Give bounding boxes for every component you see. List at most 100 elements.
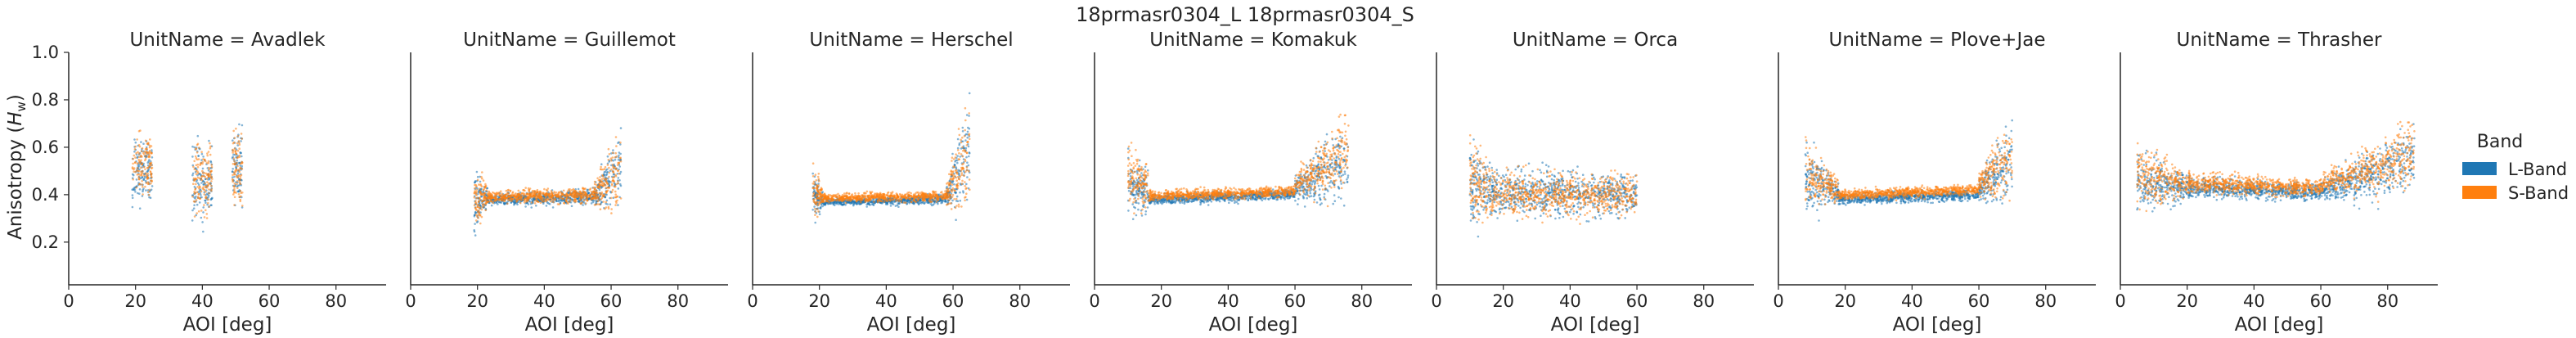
point-s-band bbox=[146, 181, 150, 183]
point-s-band bbox=[209, 153, 212, 156]
point-s-band bbox=[966, 140, 969, 143]
point-s-band bbox=[196, 163, 200, 166]
point-s-band bbox=[204, 182, 206, 185]
point-s-band bbox=[134, 160, 137, 164]
point-s-band bbox=[149, 138, 151, 141]
point-s-band bbox=[824, 195, 827, 198]
point-s-band bbox=[964, 128, 966, 132]
point-s-band bbox=[820, 187, 823, 189]
point-s-band bbox=[137, 155, 141, 159]
point-s-band bbox=[961, 146, 964, 149]
point-l-band bbox=[474, 180, 477, 183]
point-s-band bbox=[236, 134, 240, 137]
point-l-band bbox=[232, 168, 235, 170]
point-s-band bbox=[852, 196, 855, 199]
point-l-band bbox=[149, 196, 152, 200]
point-l-band bbox=[236, 144, 240, 146]
point-s-band bbox=[954, 206, 957, 210]
point-s-band bbox=[611, 151, 614, 154]
point-s-band bbox=[607, 159, 610, 161]
point-s-band bbox=[523, 197, 526, 200]
point-s-band bbox=[146, 147, 148, 151]
point-l-band bbox=[1133, 205, 1135, 209]
point-s-band bbox=[886, 197, 889, 200]
series-s-band-guillemot bbox=[473, 136, 623, 225]
point-s-band bbox=[599, 176, 601, 178]
point-l-band bbox=[141, 176, 144, 179]
point-s-band bbox=[489, 198, 492, 201]
point-s-band bbox=[234, 173, 236, 176]
point-s-band bbox=[193, 168, 196, 170]
point-s-band bbox=[951, 187, 955, 190]
point-s-band bbox=[137, 178, 141, 181]
point-s-band bbox=[132, 157, 134, 160]
point-s-band bbox=[555, 193, 557, 196]
point-s-band bbox=[862, 196, 865, 199]
point-l-band bbox=[968, 152, 971, 155]
point-s-band bbox=[531, 196, 534, 199]
point-l-band bbox=[847, 201, 850, 204]
point-s-band bbox=[196, 191, 199, 193]
point-s-band bbox=[600, 191, 603, 194]
point-s-band bbox=[956, 175, 960, 178]
point-s-band bbox=[582, 187, 584, 190]
point-s-band bbox=[133, 147, 137, 151]
point-s-band bbox=[815, 179, 818, 182]
point-s-band bbox=[143, 153, 146, 155]
point-s-band bbox=[550, 190, 553, 192]
point-s-band bbox=[238, 147, 241, 150]
point-s-band bbox=[616, 164, 619, 166]
point-s-band bbox=[474, 192, 478, 196]
point-l-band bbox=[1144, 210, 1148, 213]
point-s-band bbox=[139, 129, 142, 132]
point-l-band bbox=[617, 204, 619, 206]
point-l-band bbox=[617, 158, 620, 161]
point-s-band bbox=[617, 180, 619, 183]
point-s-band bbox=[883, 196, 886, 199]
point-s-band bbox=[589, 196, 591, 198]
point-l-band bbox=[197, 155, 200, 157]
point-l-band bbox=[956, 146, 960, 150]
point-s-band bbox=[954, 156, 957, 159]
point-s-band bbox=[209, 142, 211, 145]
point-s-band bbox=[241, 137, 244, 140]
point-s-band bbox=[956, 149, 960, 151]
point-s-band bbox=[823, 192, 826, 195]
point-s-band bbox=[618, 161, 620, 164]
point-s-band bbox=[136, 138, 138, 141]
point-s-band bbox=[236, 164, 239, 168]
point-s-band bbox=[951, 196, 954, 198]
point-s-band bbox=[208, 192, 210, 195]
point-l-band bbox=[614, 158, 617, 161]
point-l-band bbox=[142, 188, 144, 192]
x-tick-label-guillemot: 20 bbox=[466, 291, 488, 311]
point-l-band bbox=[503, 202, 506, 205]
point-s-band bbox=[886, 192, 889, 195]
point-s-band bbox=[814, 214, 816, 217]
point-s-band bbox=[565, 193, 568, 196]
point-s-band bbox=[506, 192, 509, 195]
point-l-band bbox=[1247, 199, 1250, 201]
point-s-band bbox=[946, 196, 949, 198]
x-axis-label-herschel: AOI [deg] bbox=[867, 314, 956, 336]
point-s-band bbox=[838, 195, 841, 198]
point-s-band bbox=[207, 183, 210, 185]
point-s-band bbox=[832, 194, 835, 196]
point-s-band bbox=[203, 193, 206, 196]
point-l-band bbox=[209, 161, 213, 164]
point-s-band bbox=[816, 208, 819, 210]
point-s-band bbox=[960, 153, 963, 155]
point-l-band bbox=[591, 201, 595, 204]
point-s-band bbox=[569, 192, 572, 195]
point-s-band bbox=[511, 192, 514, 195]
point-s-band bbox=[593, 180, 596, 183]
point-s-band bbox=[488, 195, 491, 197]
point-l-band bbox=[968, 155, 970, 158]
point-s-band bbox=[816, 215, 819, 219]
point-s-band bbox=[134, 170, 137, 174]
point-s-band bbox=[933, 193, 937, 196]
point-s-band bbox=[855, 200, 858, 203]
point-l-band bbox=[1131, 203, 1134, 205]
point-s-band bbox=[921, 198, 924, 201]
